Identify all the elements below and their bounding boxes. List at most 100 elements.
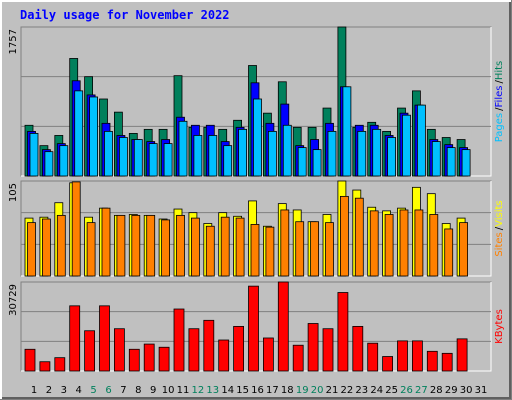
bar — [327, 130, 337, 177]
legend: Pages/Files/Hits — [494, 61, 505, 143]
bar — [441, 352, 453, 372]
bar — [146, 214, 156, 277]
bar — [446, 147, 456, 177]
bar — [119, 137, 128, 177]
x-tick-label: 4 — [76, 385, 82, 396]
bar — [188, 328, 200, 372]
bar — [86, 222, 96, 277]
bar — [384, 214, 394, 277]
bar — [253, 98, 262, 177]
bar — [163, 143, 173, 177]
legend-entry: Hits — [494, 61, 505, 80]
bar — [42, 218, 51, 277]
bar — [59, 145, 69, 177]
y-tick-label: 105 — [8, 183, 19, 202]
x-tick-label: 13 — [206, 385, 219, 396]
legend-entry: Visits — [494, 200, 505, 227]
x-tick-label: 9 — [150, 385, 156, 396]
x-tick-label: 22 — [341, 385, 354, 396]
x-tick-label: 18 — [281, 385, 294, 396]
bar — [218, 339, 230, 372]
bar — [203, 319, 215, 372]
bar — [27, 222, 36, 277]
x-tick-label: 2 — [46, 385, 52, 396]
bar — [267, 130, 277, 177]
bar — [148, 143, 158, 177]
bar — [372, 128, 382, 177]
bar — [342, 86, 352, 177]
bar — [223, 145, 233, 177]
bar — [325, 222, 334, 277]
bar — [39, 361, 51, 372]
bar — [56, 214, 66, 277]
bar — [444, 228, 454, 277]
bar — [411, 340, 423, 372]
x-tick-label: 14 — [221, 385, 234, 396]
y-tick-label: 1757 — [8, 29, 19, 54]
bar — [397, 340, 408, 372]
bar — [161, 219, 171, 277]
bar — [178, 120, 188, 177]
x-tick-label: 16 — [251, 385, 264, 396]
x-tick-label: 12 — [192, 385, 205, 396]
x-tick-label: 19 — [296, 385, 309, 396]
bar — [297, 147, 307, 177]
x-tick-label: 26 — [400, 385, 413, 396]
bar — [158, 346, 170, 372]
bar — [402, 114, 411, 177]
legend-separator: / — [494, 80, 505, 84]
x-tick-label: 1 — [31, 385, 37, 396]
x-tick-label: 5 — [90, 385, 96, 396]
bar — [44, 151, 54, 177]
bar — [89, 96, 98, 177]
legend: KBytes — [494, 309, 505, 344]
x-tick-label: 3 — [61, 385, 67, 396]
legend-separator: / — [494, 107, 505, 111]
bar — [233, 325, 245, 372]
bar — [292, 344, 304, 372]
x-tick-label: 28 — [430, 385, 443, 396]
bar — [54, 357, 66, 372]
bar — [24, 348, 36, 372]
bar — [71, 181, 81, 277]
bar — [282, 124, 292, 177]
x-tick-label: 7 — [120, 385, 126, 396]
legend-separator: / — [494, 226, 505, 230]
bar — [69, 305, 81, 372]
x-tick-label: 24 — [370, 385, 383, 396]
bar — [265, 226, 275, 277]
bar — [387, 137, 397, 177]
bar — [310, 221, 320, 277]
bar — [414, 209, 424, 277]
bar — [339, 195, 349, 277]
bar — [235, 217, 245, 277]
x-tick-label: 17 — [266, 385, 279, 396]
x-tick-label: 20 — [311, 385, 324, 396]
bar — [369, 210, 379, 277]
y-tick-label: 30729 — [8, 284, 19, 316]
bar — [131, 214, 141, 277]
bar — [193, 135, 203, 177]
bar — [84, 330, 95, 372]
bar — [128, 348, 140, 372]
bar — [101, 207, 111, 277]
chart-title: Daily usage for November 2022 — [20, 8, 230, 22]
bar — [461, 149, 471, 177]
bar — [357, 130, 367, 177]
bar — [173, 308, 185, 372]
legend-entry: Files — [494, 86, 505, 108]
bar — [176, 214, 185, 277]
bar — [205, 225, 215, 277]
bar — [307, 323, 319, 372]
bar — [429, 214, 439, 277]
bar — [382, 356, 394, 372]
bar — [280, 209, 290, 277]
bar — [29, 133, 39, 177]
bar — [190, 217, 200, 277]
bar — [74, 90, 84, 177]
bar — [116, 214, 126, 277]
